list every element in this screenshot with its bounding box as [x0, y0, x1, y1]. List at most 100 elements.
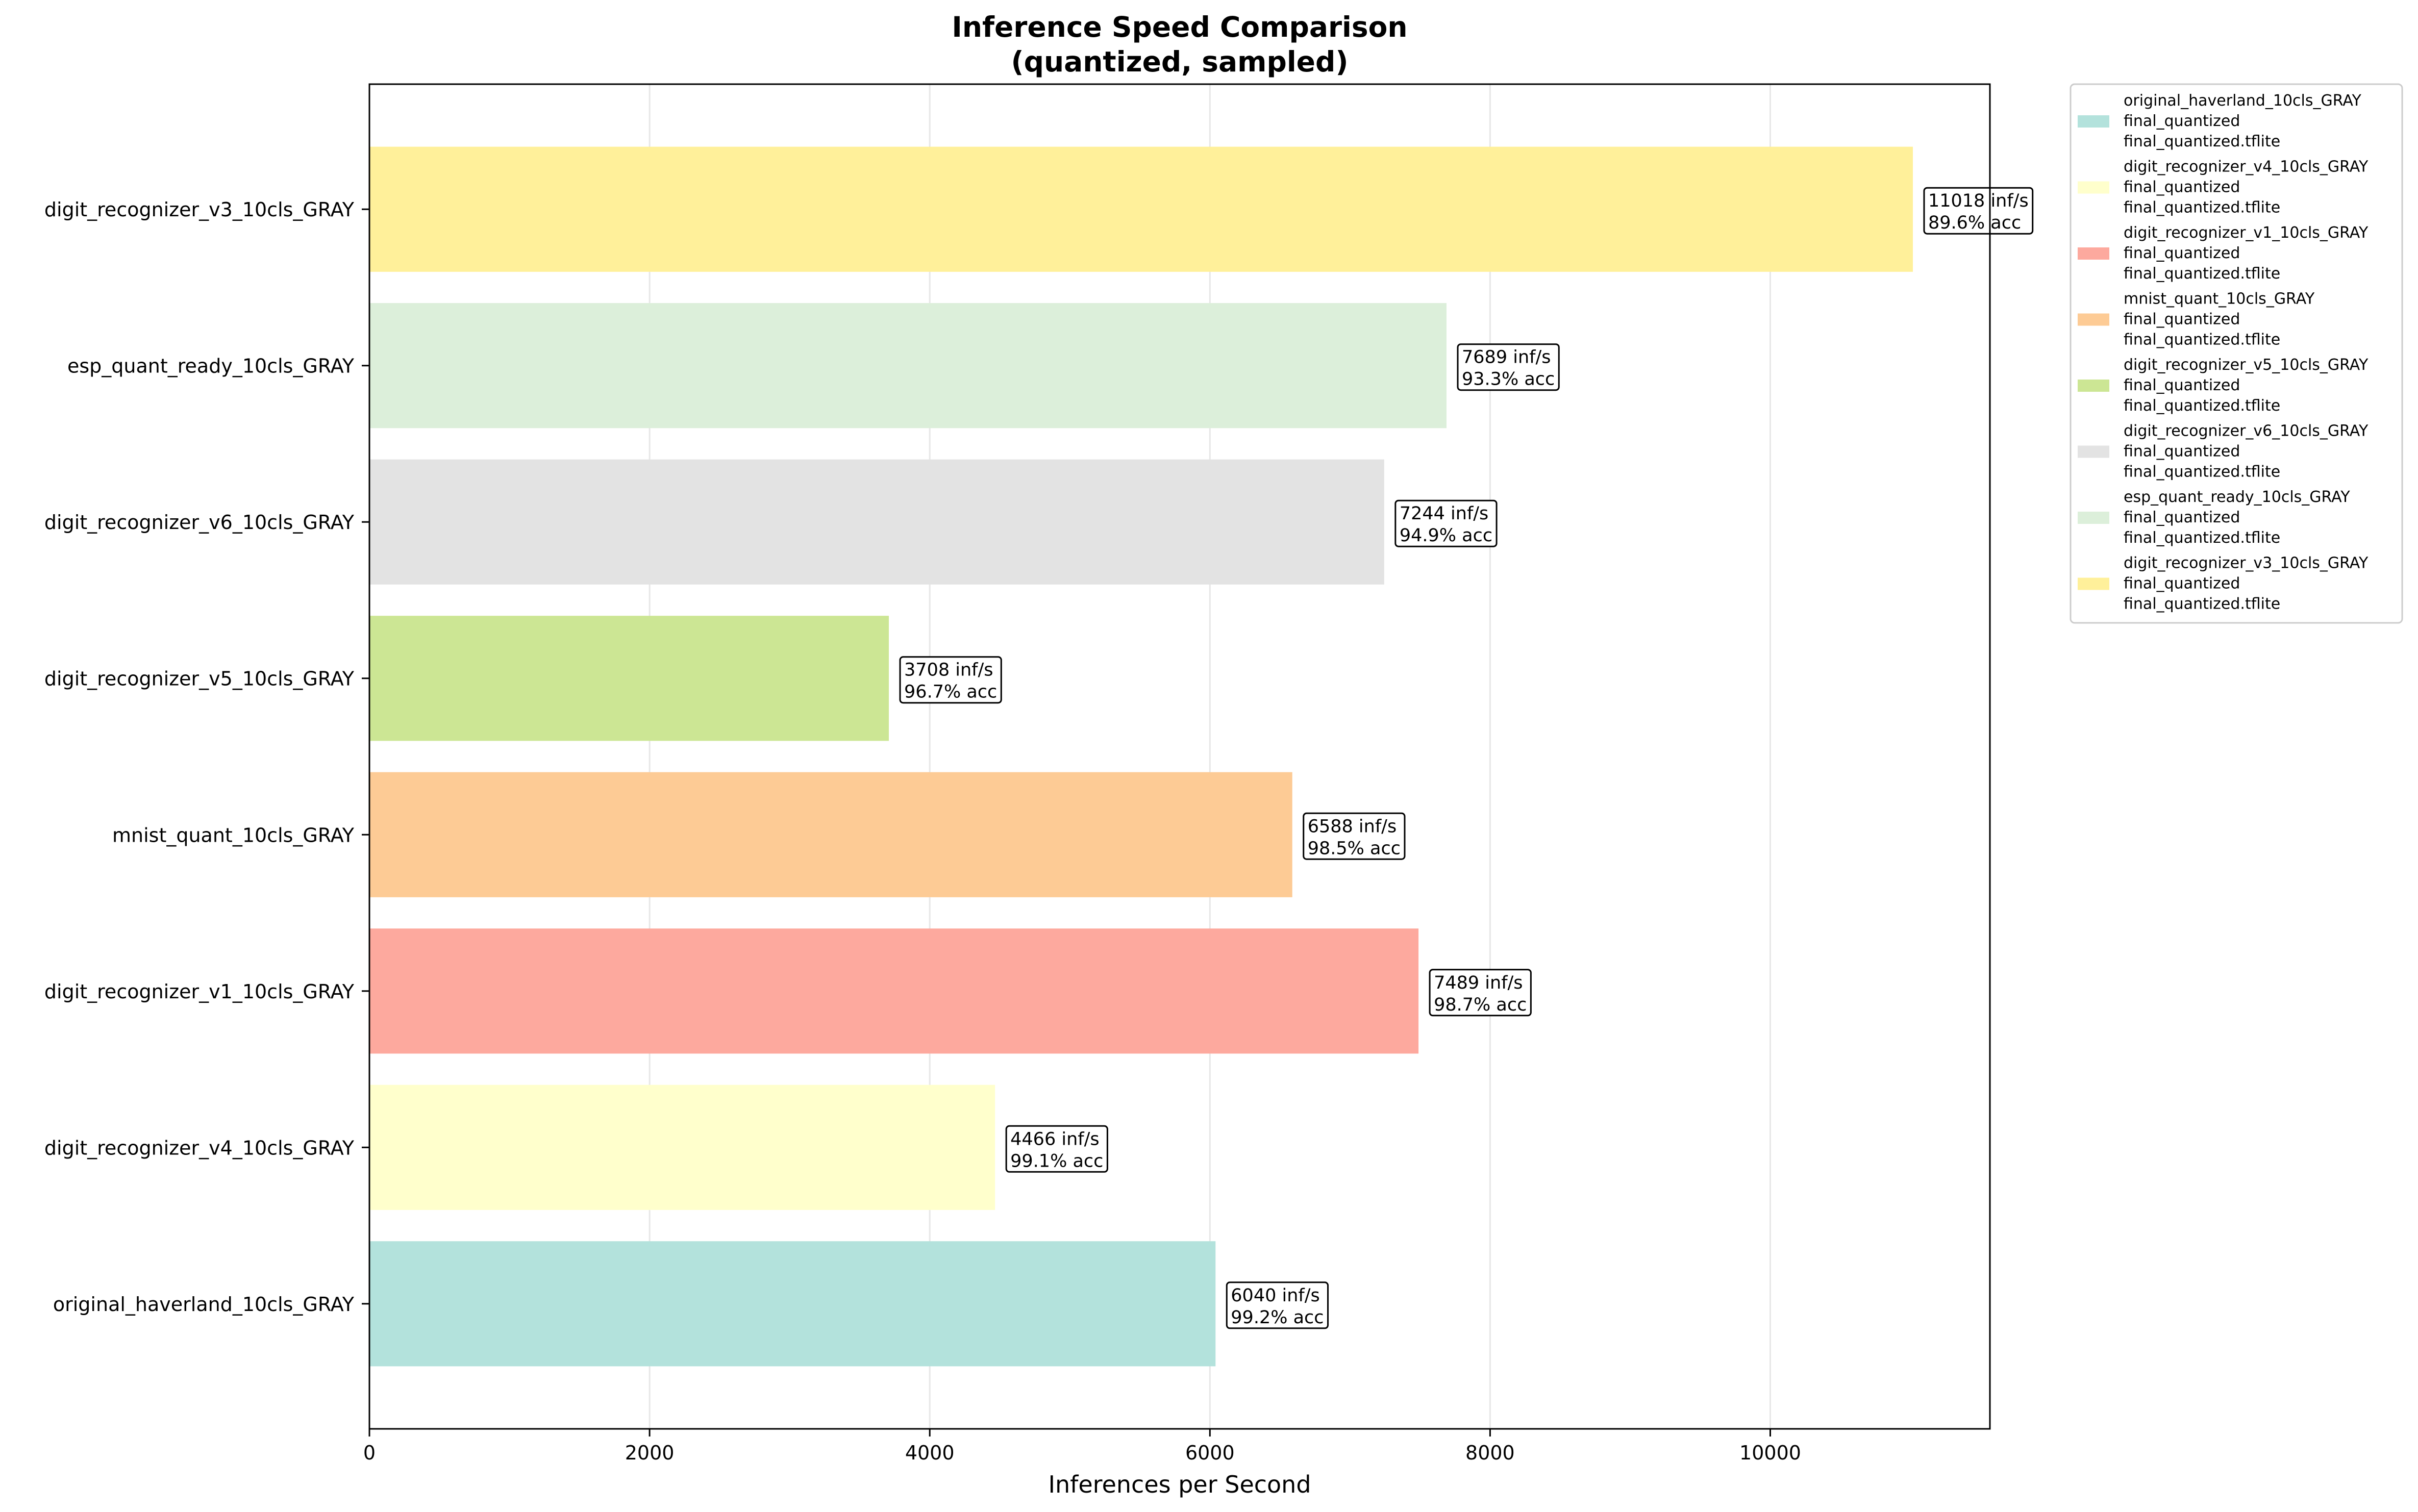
legend-swatch: [2078, 445, 2109, 458]
bar-labels: 6040 inf/s99.2% acc 4466 inf/s99.1% acc 74…: [899, 187, 2034, 1329]
legend-label: digit_recognizer_v4_10cls_GRAY: [2124, 158, 2369, 176]
legend-swatch: [2078, 313, 2109, 326]
data-label: 7244 inf/s94.9% acc: [1394, 499, 1498, 547]
data-label: 11018 inf/s89.6% acc: [1923, 187, 2034, 235]
bar: [369, 1241, 1216, 1367]
data-label-accuracy: 96.7% acc: [904, 682, 997, 702]
x-tick-label: 8000: [1465, 1442, 1515, 1464]
legend-swatch: [2078, 247, 2109, 260]
x-tick-label: 6000: [1185, 1442, 1235, 1464]
legend-entry: digit_recognizer_v4_10cls_GRAY final_quan…: [2078, 158, 2369, 217]
bar: [369, 928, 1419, 1054]
data-label-speed: 6040 inf/s: [1231, 1286, 1319, 1306]
legend-label: final_quantized.tflite: [2124, 397, 2280, 415]
data-label-speed: 4466 inf/s: [1010, 1129, 1099, 1149]
data-label-speed: 7489 inf/s: [1434, 973, 1523, 993]
legend-label: final_quantized.tflite: [2124, 199, 2280, 217]
legend-label: digit_recognizer_v6_10cls_GRAY: [2124, 422, 2369, 440]
legend-frame: [2070, 83, 2403, 624]
y-axis-ticks: original_haverland_10cls_GRAY digit_recog…: [44, 198, 369, 1316]
bar: [369, 459, 1384, 585]
legend-label: final_quantized.tflite: [2124, 265, 2280, 283]
x-tick-label: 0: [363, 1442, 376, 1464]
bar: [369, 1085, 995, 1210]
data-label-box: [1005, 1125, 1108, 1173]
legend-label: final_quantized.tflite: [2124, 529, 2280, 547]
legend-label: final_quantized.tflite: [2124, 331, 2280, 349]
legend-entry: digit_recognizer_v5_10cls_GRAY final_quan…: [2078, 356, 2369, 415]
y-tick-label: digit_recognizer_v3_10cls_GRAY: [44, 198, 355, 221]
chart-subtitle: (quantized, sampled): [1011, 45, 1349, 78]
legend-entry: digit_recognizer_v6_10cls_GRAY final_quan…: [2078, 422, 2369, 481]
data-label-accuracy: 99.1% acc: [1010, 1151, 1103, 1171]
legend-entry: mnist_quant_10cls_GRAY final_quantizedfin…: [2078, 290, 2315, 349]
y-tick-label: digit_recognizer_v5_10cls_GRAY: [44, 668, 355, 690]
bar: [369, 772, 1292, 897]
data-label-accuracy: 93.3% acc: [1462, 369, 1555, 390]
legend-label: final_quantized: [2124, 376, 2240, 394]
legend-entry: original_haverland_10cls_GRAY final_quant…: [2078, 92, 2362, 150]
y-tick-label: digit_recognizer_v1_10cls_GRAY: [44, 980, 355, 1003]
data-label-box: [1303, 812, 1406, 860]
y-tick-label: digit_recognizer_v4_10cls_GRAY: [44, 1137, 355, 1159]
legend-label: final_quantized: [2124, 509, 2240, 526]
y-tick-label: esp_quant_ready_10cls_GRAY: [67, 355, 355, 377]
legend-label: digit_recognizer_v5_10cls_GRAY: [2124, 356, 2369, 374]
x-axis-ticks: 0 2000 4000 6000 8000 10000: [363, 1429, 1801, 1464]
x-tick-label: 10000: [1739, 1442, 1801, 1464]
data-label-speed: 3708 inf/s: [904, 660, 993, 681]
data-label-speed: 7244 inf/s: [1400, 503, 1488, 524]
y-tick-label: original_haverland_10cls_GRAY: [53, 1293, 355, 1316]
bar: [369, 616, 889, 741]
data-label-speed: 11018 inf/s: [1928, 191, 2029, 211]
legend-swatch: [2078, 512, 2109, 524]
legend-label: final_quantized: [2124, 311, 2240, 329]
legend-label: final_quantized: [2124, 575, 2240, 593]
legend-label: final_quantized: [2124, 443, 2240, 461]
data-label-box: [1429, 969, 1532, 1017]
legend-label: final_quantized: [2124, 179, 2240, 196]
bar: [369, 303, 1447, 429]
legend-label: esp_quant_ready_10cls_GRAY: [2124, 488, 2350, 506]
data-label: 7689 inf/s93.3% acc: [1457, 343, 1560, 391]
data-label-speed: 7689 inf/s: [1462, 347, 1551, 368]
legend-entry: digit_recognizer_v1_10cls_GRAY final_quan…: [2078, 224, 2369, 283]
y-tick-label: mnist_quant_10cls_GRAY: [112, 824, 355, 846]
data-label: 6040 inf/s99.2% acc: [1226, 1281, 1329, 1329]
x-axis-label: Inferences per Second: [1048, 1471, 1311, 1498]
data-label-box: [1457, 343, 1560, 391]
y-tick-label: digit_recognizer_v6_10cls_GRAY: [44, 511, 355, 534]
legend-label: final_quantized.tflite: [2124, 133, 2280, 150]
bar: [369, 146, 1913, 272]
plot-frame: [368, 83, 1991, 1430]
legend-label: final_quantized.tflite: [2124, 463, 2280, 481]
legend-entry: digit_recognizer_v3_10cls_GRAY final_quan…: [2078, 555, 2369, 613]
data-label-speed: 6588 inf/s: [1308, 816, 1397, 837]
legend-label: final_quantized.tflite: [2124, 595, 2280, 613]
data-label-accuracy: 98.5% acc: [1308, 838, 1401, 859]
legend-swatch: [2078, 181, 2109, 194]
bars: [369, 146, 1913, 1367]
legend: original_haverland_10cls_GRAY final_quant…: [2070, 83, 2403, 624]
data-label-accuracy: 99.2% acc: [1231, 1307, 1324, 1328]
x-tick-label: 4000: [905, 1442, 955, 1464]
data-label: 3708 inf/s96.7% acc: [899, 656, 1002, 704]
data-label: 4466 inf/s99.1% acc: [1005, 1125, 1108, 1173]
legend-label: original_haverland_10cls_GRAY: [2124, 92, 2362, 110]
legend-entry: esp_quant_ready_10cls_GRAY final_quantize…: [2078, 488, 2350, 547]
legend-label: mnist_quant_10cls_GRAY: [2124, 290, 2315, 308]
data-label-accuracy: 89.6% acc: [1928, 213, 2021, 233]
data-label-box: [1226, 1281, 1329, 1329]
data-label: 7489 inf/s98.7% acc: [1429, 969, 1532, 1017]
data-label-accuracy: 94.9% acc: [1400, 525, 1492, 546]
legend-label: digit_recognizer_v1_10cls_GRAY: [2124, 224, 2369, 242]
data-label-accuracy: 98.7% acc: [1434, 995, 1527, 1015]
legend-swatch: [2078, 115, 2109, 128]
x-tick-label: 2000: [625, 1442, 675, 1464]
data-label: 6588 inf/s98.5% acc: [1303, 812, 1406, 860]
legend-label: final_quantized: [2124, 112, 2240, 130]
data-label-box: [1394, 499, 1498, 547]
legend-swatch: [2078, 577, 2109, 590]
legend-swatch: [2078, 380, 2109, 392]
